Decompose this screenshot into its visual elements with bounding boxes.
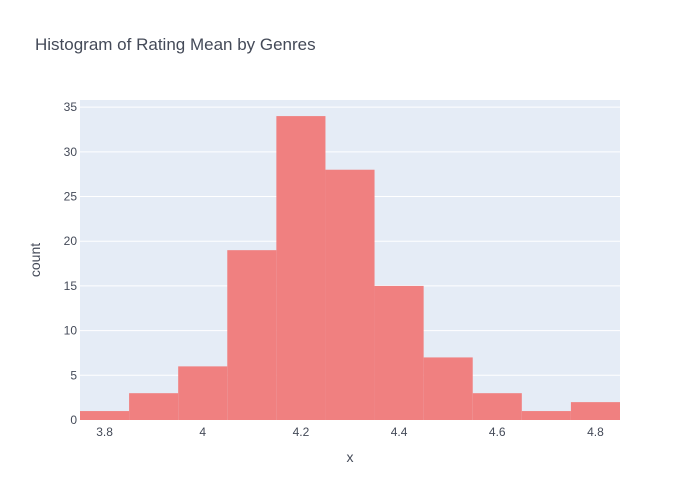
y-tick-label: 0 [70,413,77,427]
x-tick-label: 4 [199,425,206,439]
histogram-bar-8 [423,357,473,420]
histogram-bar-5 [276,116,326,420]
x-tick-label: 4.6 [489,425,506,439]
histogram-bar-4 [227,250,277,420]
histogram-bar-9 [472,393,522,420]
histogram-bar-10 [521,411,571,420]
histogram-bar-6 [325,169,375,420]
histogram-bar-3 [178,366,228,420]
y-axis-title: count [27,243,43,277]
y-tick-label: 20 [64,234,78,248]
x-axis-ticks: 3.8 4 4.2 4.4 4.6 4.8 [96,425,604,439]
y-tick-label: 15 [64,279,78,293]
y-tick-label: 35 [64,100,78,114]
chart-title: Histogram of Rating Mean by Genres [35,35,316,54]
x-tick-label: 4.2 [293,425,310,439]
x-tick-label: 3.8 [96,425,113,439]
x-tick-label: 4.4 [391,425,408,439]
bars [80,116,620,420]
histogram-bar-1 [80,411,130,420]
histogram-bar-2 [129,393,179,420]
histogram-bar-11 [570,402,620,420]
y-tick-label: 10 [64,324,78,338]
histogram-bar-7 [374,285,424,420]
y-axis-ticks: 0 5 10 15 20 25 30 35 [64,100,78,427]
y-tick-label: 5 [70,368,77,382]
x-axis-title: x [347,449,354,465]
y-tick-label: 30 [64,145,78,159]
y-tick-label: 25 [64,190,78,204]
x-tick-label: 4.8 [587,425,604,439]
